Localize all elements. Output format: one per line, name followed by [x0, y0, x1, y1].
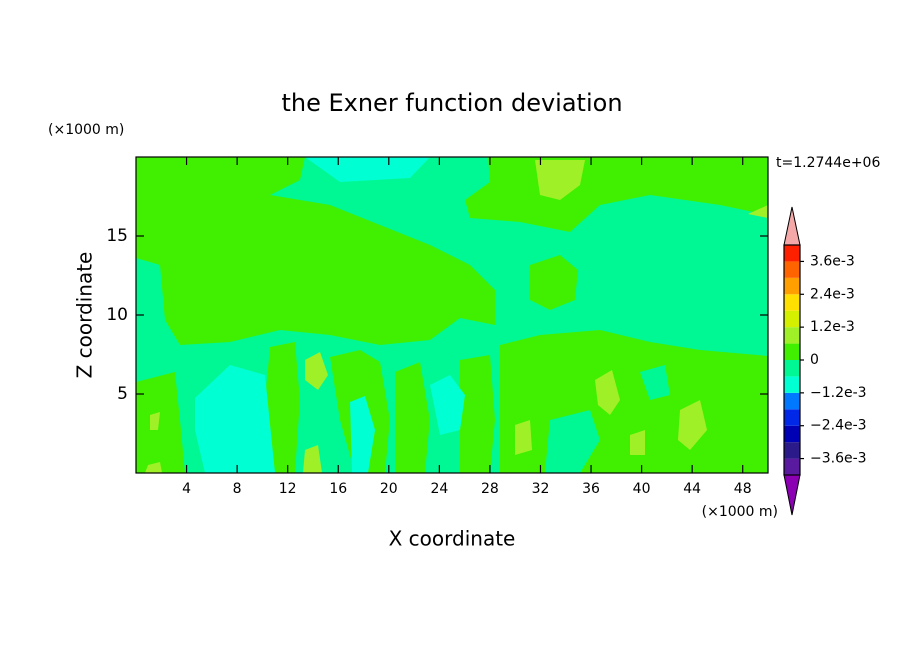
y-tick-label: 10 — [106, 305, 128, 325]
y-unit: (×1000 m) — [48, 122, 124, 138]
contour-region — [150, 412, 160, 430]
contour-region — [678, 400, 707, 450]
y-tick-label: 15 — [106, 226, 128, 246]
contour-region — [630, 430, 645, 455]
colorbar-band — [784, 310, 800, 328]
chart-title: the Exner function deviation — [281, 89, 622, 117]
colorbar-tick-label: 3.6e-3 — [810, 253, 855, 269]
annotation: t=1.2744e+06 — [776, 155, 880, 171]
contour-region — [350, 396, 375, 473]
colorbar-band — [784, 343, 800, 360]
colorbar-band — [784, 376, 800, 393]
x-tick-label: 40 — [633, 481, 651, 497]
x-tick-label: 48 — [734, 481, 752, 497]
colorbar-tick-label: −3.6e-3 — [810, 451, 867, 467]
x-axis-label: X coordinate — [389, 527, 516, 551]
colorbar-band — [784, 294, 800, 311]
x-tick-label: 12 — [279, 481, 297, 497]
contour-region — [530, 255, 578, 310]
contour-region — [640, 365, 670, 400]
colorbar-band — [784, 392, 800, 410]
x-tick-label: 8 — [233, 481, 242, 497]
contour-region — [136, 157, 495, 345]
y-tick-label: 5 — [117, 384, 128, 404]
contour-region — [430, 375, 465, 435]
colorbar-band — [784, 360, 800, 377]
contour-region — [265, 342, 300, 473]
x-tick-label: 32 — [532, 481, 550, 497]
colorbar-tick-label: 2.4e-3 — [810, 286, 855, 302]
x-tick-label: 28 — [481, 481, 499, 497]
y-axis-label: Z coordinate — [73, 252, 97, 379]
colorbar-band — [784, 277, 800, 295]
x-tick-label: 20 — [380, 481, 398, 497]
colorbar-band — [784, 425, 800, 443]
colorbar-band — [784, 261, 800, 278]
x-tick-label: 44 — [683, 481, 701, 497]
colorbar-tick-label: 0 — [810, 352, 819, 368]
contour-region — [535, 160, 585, 200]
contour-region — [748, 205, 768, 218]
contour-field — [136, 157, 768, 473]
colorbar-tick-label: −1.2e-3 — [810, 385, 867, 401]
contour-region — [303, 445, 322, 473]
colorbar-band — [784, 245, 800, 262]
x-tick-label: 4 — [182, 481, 191, 497]
contour-region — [595, 370, 620, 415]
colorbar-band — [784, 327, 800, 344]
contour-region — [195, 365, 275, 473]
x-tick-label: 24 — [430, 481, 448, 497]
x-tick-label: 36 — [582, 481, 600, 497]
colorbar-tick-label: 1.2e-3 — [810, 319, 855, 335]
contour-region — [145, 462, 162, 473]
colorbar-band — [784, 442, 800, 459]
contour-region — [305, 157, 430, 182]
x-unit: (×1000 m) — [702, 504, 778, 520]
contour-region — [305, 352, 328, 390]
contour-region — [136, 372, 185, 473]
contour-region — [395, 362, 430, 473]
contour-region — [545, 410, 600, 473]
x-tick-label: 16 — [329, 481, 347, 497]
colorbar-band — [784, 458, 800, 475]
contour-region — [460, 355, 495, 473]
contour-region — [430, 157, 768, 232]
contour-region — [515, 420, 532, 455]
colorbar-tick-label: −2.4e-3 — [810, 418, 867, 434]
colorbar-band — [784, 409, 800, 426]
